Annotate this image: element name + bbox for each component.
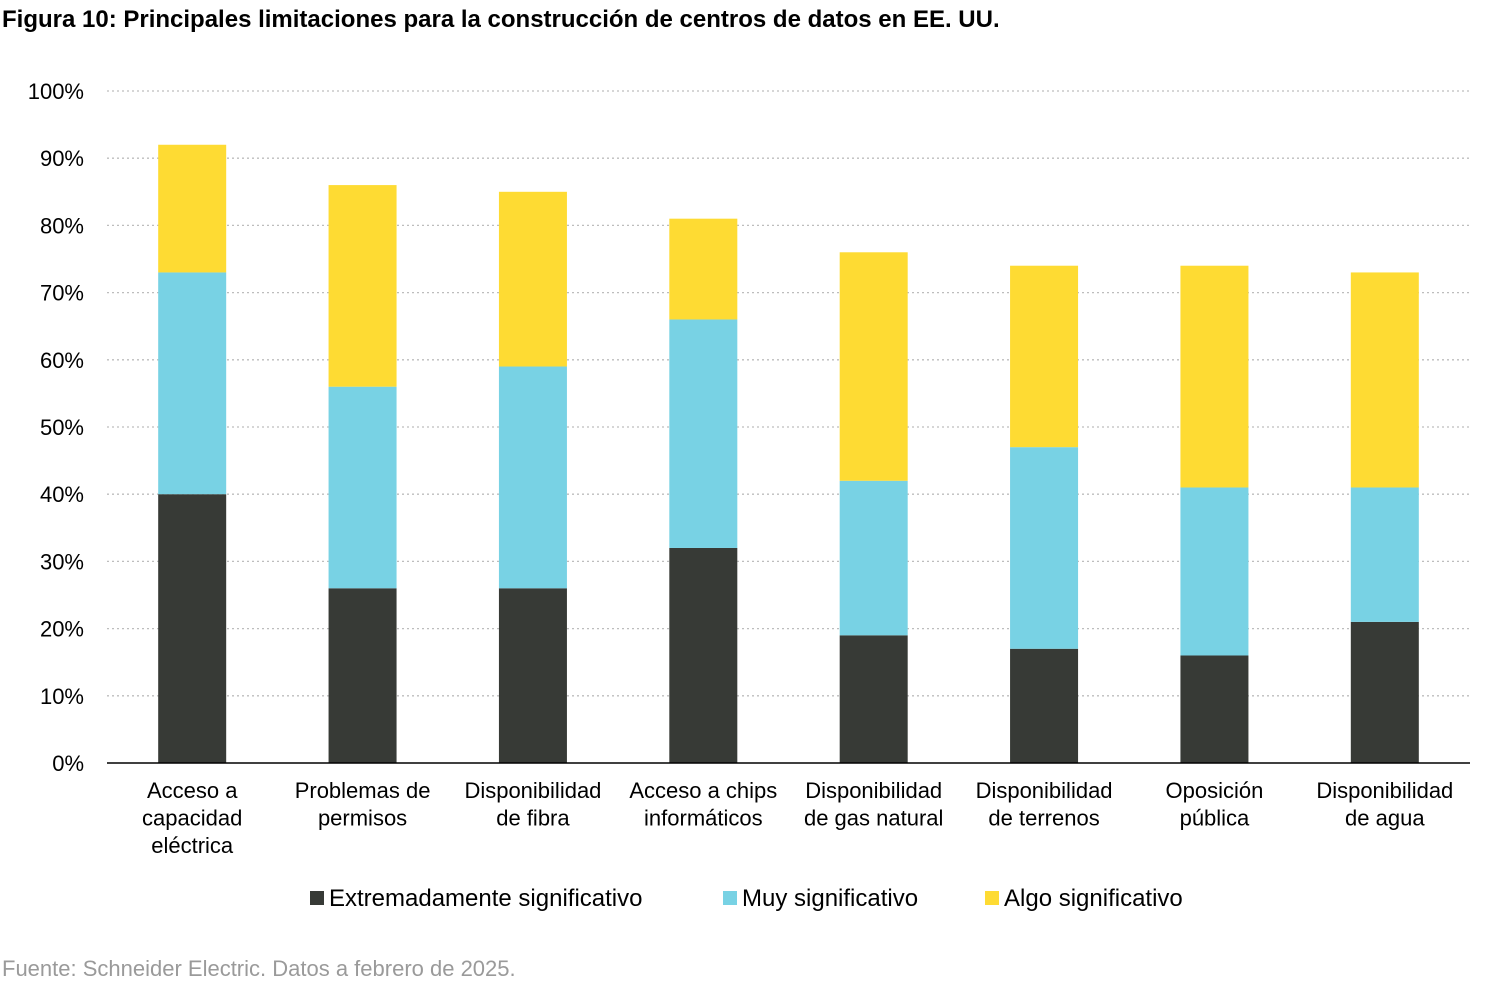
- x-tick-label: de agua: [1345, 806, 1425, 831]
- bar-segment: [1180, 655, 1249, 763]
- bar-segment: [498, 588, 567, 763]
- y-tick-label: 60%: [40, 348, 84, 373]
- bar-segment: [1010, 265, 1079, 448]
- bar-segment: [1350, 272, 1419, 488]
- gridlines: [107, 90, 1470, 697]
- x-tick-label: Disponibilidad: [1316, 778, 1453, 803]
- bar-segment: [158, 272, 227, 495]
- x-tick-label: informáticos: [644, 806, 763, 831]
- bar-segment: [1180, 265, 1249, 488]
- y-tick-label: 0%: [52, 751, 84, 776]
- x-tick-label: eléctrica: [151, 833, 234, 858]
- y-tick-label: 90%: [40, 146, 84, 171]
- bar-segment: [328, 588, 397, 763]
- bar-segment: [839, 480, 908, 636]
- bar-segment: [328, 386, 397, 589]
- x-tick-label: Acceso a chips: [629, 778, 777, 803]
- x-tick-label: de terrenos: [988, 806, 1099, 831]
- bar-segment: [158, 494, 227, 763]
- bar-segment: [1180, 487, 1249, 656]
- y-tick-label: 80%: [40, 213, 84, 238]
- legend-label: Algo significativo: [1004, 885, 1183, 912]
- bar-segment: [1350, 621, 1419, 763]
- y-tick-label: 70%: [40, 281, 84, 306]
- x-tick-label: pública: [1180, 806, 1250, 831]
- x-tick-label: Acceso a: [147, 778, 238, 803]
- y-tick-label: 30%: [40, 549, 84, 574]
- x-tick-label: Disponibilidad: [464, 778, 601, 803]
- bar-segment: [839, 635, 908, 763]
- y-tick-label: 10%: [40, 684, 84, 709]
- x-tick-label: Disponibilidad: [805, 778, 942, 803]
- source-note: Fuente: Schneider Electric. Datos a febr…: [2, 956, 516, 981]
- y-tick-label: 40%: [40, 482, 84, 507]
- bar-segment: [328, 185, 397, 387]
- x-tick-label: Problemas de: [295, 778, 431, 803]
- bar-segment: [1010, 648, 1079, 763]
- bar-segment: [158, 144, 227, 273]
- x-tick-label: capacidad: [142, 806, 242, 831]
- legend: Extremadamente significativo Muy signific…: [310, 885, 1183, 912]
- y-axis-tick-labels: 0% 10% 20% 30% 40% 50% 60% 70% 80% 90% 100%: [28, 79, 84, 776]
- legend-swatch: [985, 891, 999, 905]
- y-tick-label: 100%: [28, 79, 84, 104]
- stacked-bar-chart: 0% 10% 20% 30% 40% 50% 60% 70% 80% 90% 100% Acceso…: [28, 79, 1470, 912]
- bar-segment: [1010, 447, 1079, 649]
- legend-label: Extremadamente significativo: [329, 885, 642, 912]
- legend-label: Muy significativo: [742, 885, 918, 912]
- bar-segment: [498, 366, 567, 589]
- legend-swatch: [723, 891, 737, 905]
- chart-title: Figura 10: Principales limitaciones para…: [2, 6, 1000, 33]
- legend-swatch: [310, 891, 324, 905]
- bars: [158, 144, 1419, 763]
- x-tick-label: Oposición: [1166, 778, 1264, 803]
- bar-segment: [669, 547, 738, 763]
- bar-segment: [839, 252, 908, 481]
- x-tick-label: permisos: [318, 806, 407, 831]
- x-tick-label: de fibra: [496, 806, 570, 831]
- y-tick-label: 20%: [40, 617, 84, 642]
- bar-segment: [1350, 487, 1419, 622]
- y-tick-label: 50%: [40, 415, 84, 440]
- x-tick-label: Disponibilidad: [976, 778, 1113, 803]
- bar-segment: [498, 191, 567, 367]
- bar-segment: [669, 319, 738, 548]
- x-tick-label: de gas natural: [804, 806, 943, 831]
- bar-segment: [669, 218, 738, 320]
